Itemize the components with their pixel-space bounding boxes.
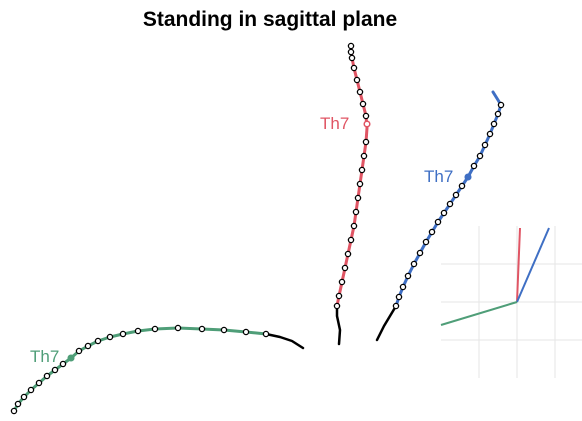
vertebra-marker	[434, 218, 442, 226]
vertebra-marker	[352, 208, 360, 216]
vertebra-marker	[422, 238, 430, 246]
vertebra-marker	[452, 191, 460, 199]
vertebra-marker	[347, 236, 355, 244]
vertebra-marker	[20, 393, 28, 401]
blue-curve-tail	[375, 304, 398, 342]
vertebra-marker	[354, 194, 362, 202]
inset-angle-plot	[440, 226, 582, 378]
vertebra-marker	[490, 120, 498, 128]
vertebra-marker	[27, 386, 35, 394]
green-th7-marker	[67, 354, 75, 362]
green-curve-tail	[264, 332, 305, 350]
vertebra-marker	[347, 48, 355, 56]
green-th7-label: Th7	[30, 347, 59, 366]
red-curve-line	[335, 46, 369, 308]
vertebra-marker	[35, 379, 43, 387]
vertebra-marker	[84, 342, 92, 350]
vertebra-marker	[341, 264, 349, 272]
vertebra-marker	[94, 337, 102, 345]
blue-vertebra-markers	[392, 101, 505, 310]
red-spine-curve: Th7	[320, 42, 371, 346]
inset-red-vector	[516, 227, 521, 303]
green-vertebra-markers	[10, 324, 270, 415]
vertebra-marker	[174, 324, 182, 332]
green-spine-curve: Th7	[10, 324, 305, 415]
vertebra-marker	[410, 260, 418, 268]
vertebra-marker	[358, 166, 366, 174]
figure-title: Standing in sagittal plane	[142, 8, 398, 31]
inset-blue-vector	[516, 227, 550, 303]
vertebra-marker	[106, 333, 114, 341]
vertebra-marker	[428, 228, 436, 236]
vertebra-marker	[476, 152, 484, 160]
vertebra-marker	[198, 325, 206, 333]
red-th7-marker	[363, 120, 371, 128]
vertebra-marker	[14, 400, 22, 408]
vertebra-marker	[75, 347, 83, 355]
vertebra-marker	[350, 64, 358, 72]
vertebra-marker	[395, 293, 403, 301]
vertebra-marker	[344, 250, 352, 258]
vertebra-marker	[392, 302, 400, 310]
vertebra-marker	[119, 330, 127, 338]
vertebra-marker	[134, 327, 142, 335]
vertebra-marker	[497, 101, 505, 109]
vertebra-marker	[10, 407, 18, 415]
vertebra-marker	[59, 360, 67, 368]
vertebra-marker	[51, 366, 59, 374]
vertebra-marker	[404, 272, 412, 280]
vertebra-marker	[220, 326, 228, 334]
vertebra-marker	[333, 302, 341, 310]
vertebra-marker	[242, 328, 250, 336]
vertebra-marker	[494, 110, 502, 118]
vertebra-marker	[348, 54, 356, 62]
blue-th7-label: Th7	[424, 167, 453, 186]
vertebra-marker	[446, 200, 454, 208]
vertebra-marker	[353, 76, 361, 84]
blue-spine-curve: Th7	[375, 90, 505, 342]
vertebra-marker	[43, 372, 51, 380]
vertebra-marker	[362, 138, 370, 146]
vertebra-marker	[262, 330, 270, 338]
vertebra-marker	[362, 112, 370, 120]
red-vertebra-markers	[333, 42, 370, 310]
vertebra-marker	[347, 42, 355, 50]
vertebra-marker	[356, 88, 364, 96]
vertebra-marker	[481, 141, 489, 149]
vertebra-marker	[458, 182, 466, 190]
vertebra-marker	[399, 283, 407, 291]
red-th7-label: Th7	[320, 114, 349, 133]
vertebra-marker	[350, 222, 358, 230]
vertebra-marker	[356, 180, 364, 188]
vertebra-marker	[338, 278, 346, 286]
vertebra-marker	[335, 292, 343, 300]
vertebra-marker	[151, 325, 159, 333]
red-curve-tail	[335, 304, 342, 346]
blue-th7-marker	[464, 173, 472, 181]
vertebra-marker	[486, 130, 494, 138]
vertebra-marker	[470, 162, 478, 170]
vertebra-marker	[416, 249, 424, 257]
vertebra-marker	[359, 100, 367, 108]
vertebra-marker	[440, 209, 448, 217]
inset-green-vector	[440, 301, 518, 326]
vertebra-marker	[360, 152, 368, 160]
